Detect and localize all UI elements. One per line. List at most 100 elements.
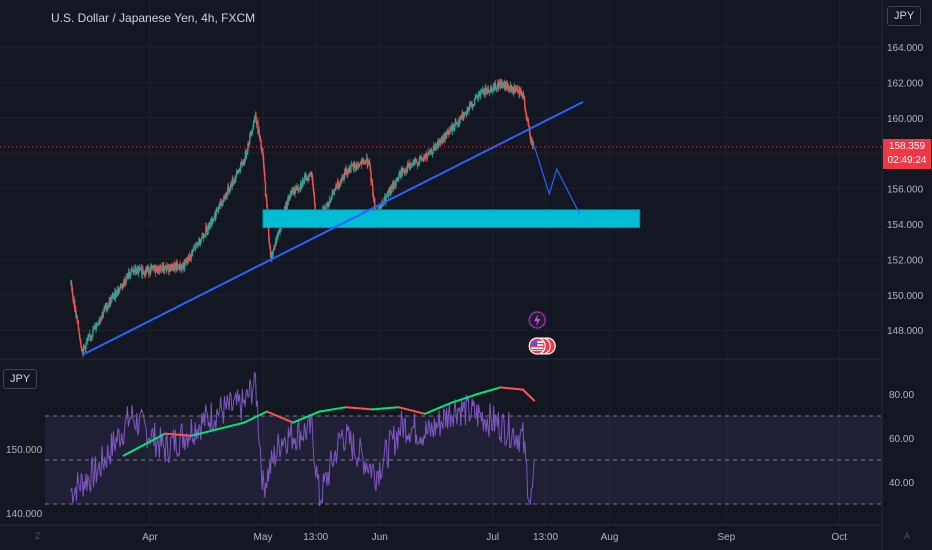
candle-body	[134, 268, 137, 273]
candle-body	[428, 152, 431, 154]
candle-body	[466, 109, 468, 116]
candle-body	[390, 189, 393, 193]
candle-body	[139, 266, 142, 269]
candle-body	[461, 113, 464, 117]
candle-body	[440, 138, 442, 143]
candle-body	[159, 268, 162, 270]
candle-body	[87, 337, 89, 341]
candle-body	[529, 129, 531, 136]
candle-body	[275, 241, 277, 243]
candle-body	[78, 329, 80, 334]
candle-body	[201, 235, 203, 239]
candle-body	[464, 113, 466, 115]
candle-body	[212, 219, 215, 220]
candle-body	[463, 113, 466, 117]
flag-stripe	[531, 349, 544, 351]
candle-body	[427, 152, 429, 156]
candle-body	[357, 165, 360, 167]
candle-body	[423, 156, 426, 159]
candle-body	[495, 88, 498, 90]
candle-body	[235, 170, 238, 176]
candle-body	[261, 150, 264, 152]
candle-body	[488, 92, 491, 93]
candle-body	[77, 320, 79, 322]
candle-body	[107, 305, 110, 307]
support-zone	[262, 209, 641, 229]
candle-body	[514, 88, 517, 93]
candle-body	[519, 90, 521, 95]
candle-body	[296, 185, 298, 190]
currency-button[interactable]: JPY	[887, 6, 922, 26]
candle-body	[356, 163, 358, 167]
candle-body	[217, 210, 219, 212]
chart-title: U.S. Dollar / Japanese Yen, 4h, FXCM	[51, 11, 256, 25]
candle-body	[353, 164, 356, 166]
price-tick-label: 162.000	[887, 78, 924, 89]
auto-scale-glyph[interactable]: A	[904, 531, 911, 541]
candle-body	[260, 140, 262, 149]
candle-body	[239, 166, 242, 172]
indicator-scale-badge[interactable]: JPY	[3, 369, 38, 389]
candle-body	[413, 160, 415, 166]
candle-body	[93, 327, 95, 330]
rsi-ma-segment	[476, 386, 502, 395]
us-flag-event-icon	[528, 337, 556, 355]
candle-body	[407, 164, 409, 167]
time-tick-label: 13:00	[533, 532, 558, 543]
candle-body	[489, 88, 491, 93]
candle-body	[422, 158, 424, 159]
candle-body	[205, 226, 207, 234]
candle-body	[459, 115, 461, 124]
timezone-glyph[interactable]: Z	[35, 531, 41, 541]
candle-body	[509, 90, 511, 92]
candle-body	[522, 92, 525, 96]
price-tick-label: 150.000	[887, 291, 924, 302]
candle-body	[311, 174, 313, 177]
candle-body	[424, 156, 427, 159]
time-tick-label: May	[254, 532, 273, 543]
candle-body	[123, 280, 125, 282]
candle-body	[506, 83, 508, 90]
candle-body	[132, 270, 135, 272]
candle-body	[91, 335, 93, 337]
candle-body	[431, 153, 433, 155]
rsi-ma-segment	[265, 410, 295, 424]
flag-stripe	[531, 346, 544, 348]
candle-body	[520, 91, 522, 94]
candle-body	[431, 153, 434, 155]
candle-body	[463, 116, 465, 117]
candle-body	[268, 237, 270, 244]
candle-body	[327, 202, 329, 207]
candle-body	[491, 90, 493, 92]
candle-body	[76, 315, 78, 321]
candle-body	[219, 202, 222, 207]
candle-body	[409, 163, 411, 167]
candle-body	[406, 164, 409, 172]
candle-body	[411, 163, 414, 165]
candle-body	[246, 151, 249, 154]
candle-body	[291, 190, 293, 192]
candle-body	[102, 312, 105, 316]
candle-body	[79, 339, 82, 343]
candle-body	[453, 126, 456, 130]
candle-body	[532, 144, 535, 146]
overlay-price-tick-label: 150.000	[6, 445, 43, 456]
candle-body	[241, 162, 243, 165]
candle-body	[416, 160, 418, 164]
candle-body	[100, 315, 103, 320]
candle-body	[519, 90, 522, 92]
candle-body	[444, 135, 446, 141]
candle-body	[432, 149, 434, 154]
candle-body	[438, 142, 441, 144]
candle-body	[347, 169, 349, 175]
rsi-tick-label: 40.00	[889, 478, 914, 489]
candle-body	[325, 206, 327, 211]
candle-body	[223, 196, 225, 202]
candle-body	[103, 307, 105, 313]
candle-body	[125, 277, 127, 284]
candle-body	[492, 89, 494, 91]
candle-body	[509, 85, 512, 91]
candle-body	[224, 195, 227, 199]
candle-body	[96, 323, 98, 325]
